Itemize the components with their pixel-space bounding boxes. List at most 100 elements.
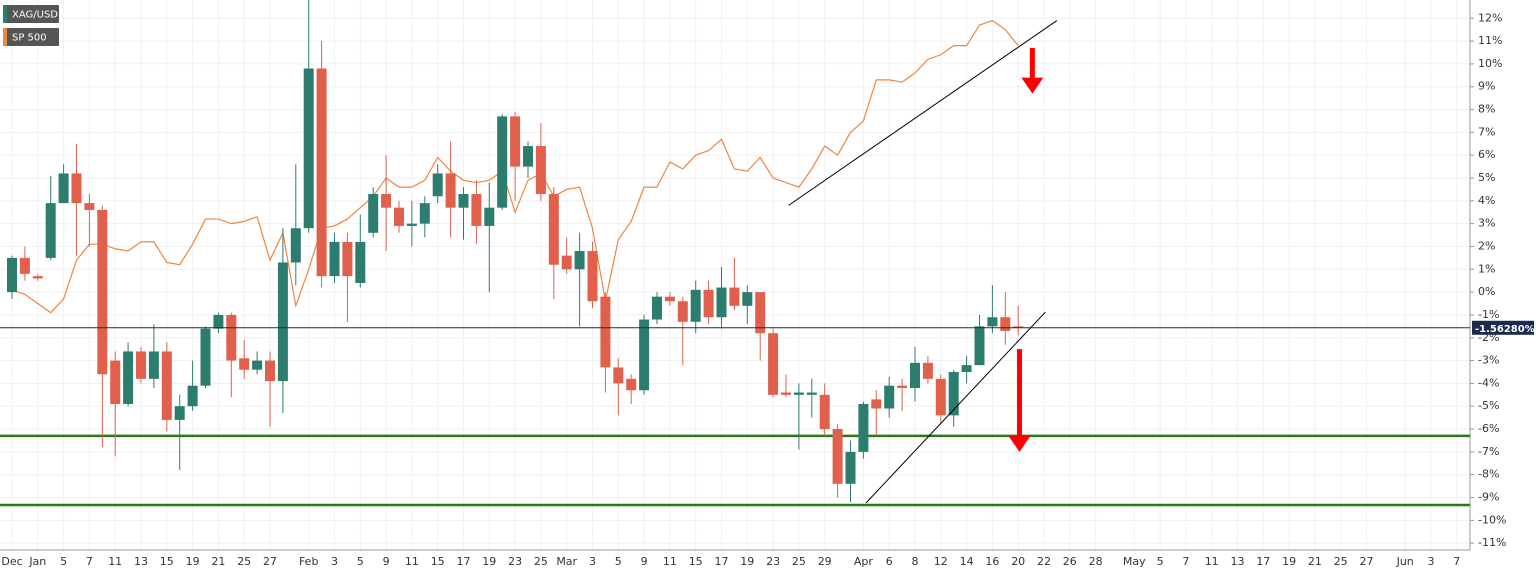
x-tick-label: 5 xyxy=(615,555,622,568)
y-tick-label: 6% xyxy=(1478,148,1495,161)
candle-body xyxy=(71,173,82,204)
candle-body xyxy=(626,378,637,391)
y-tick-label: 8% xyxy=(1478,103,1495,116)
y-tick-label: 2% xyxy=(1478,239,1495,252)
candle-body xyxy=(19,257,30,274)
y-tick-label: 4% xyxy=(1478,194,1495,207)
candle-body xyxy=(329,241,340,277)
x-tick-label: 15 xyxy=(689,555,703,568)
candle-body xyxy=(497,116,508,208)
legend-swatch xyxy=(3,28,7,46)
candle-body xyxy=(703,289,714,318)
x-tick-label: 15 xyxy=(160,555,174,568)
candle-body xyxy=(226,314,237,361)
x-tick-label: Jun xyxy=(1396,555,1414,568)
candle-body xyxy=(755,292,766,334)
candle-body xyxy=(110,360,121,404)
x-tick-label: 5 xyxy=(60,555,67,568)
candle-body xyxy=(832,429,843,484)
candle-body xyxy=(445,173,456,208)
candle-body xyxy=(303,68,314,229)
candle-body xyxy=(123,351,134,404)
candle-body xyxy=(858,403,869,452)
candle-body xyxy=(148,351,159,379)
x-tick-label: 15 xyxy=(431,555,445,568)
candle-body xyxy=(419,203,430,224)
arrow xyxy=(1021,47,1044,94)
y-tick-label: 7% xyxy=(1478,125,1495,138)
candle-body xyxy=(806,392,817,395)
x-tick-label: 9 xyxy=(383,555,390,568)
candle-body xyxy=(342,241,353,277)
x-tick-label: 20 xyxy=(1011,555,1025,568)
y-tick-label: -10% xyxy=(1478,513,1506,526)
x-tick-label: 3 xyxy=(331,555,338,568)
x-tick-label: 21 xyxy=(211,555,225,568)
candle-body xyxy=(781,392,791,395)
legend-label: XAG/USD xyxy=(12,10,58,21)
x-tick-label: 23 xyxy=(766,555,780,568)
candle-body xyxy=(316,68,327,277)
x-tick-label: 16 xyxy=(985,555,999,568)
candle-body xyxy=(1000,317,1011,331)
x-tick-label: 3 xyxy=(1428,555,1435,568)
candle-body xyxy=(136,351,146,379)
x-tick-label: 17 xyxy=(715,555,729,568)
x-tick-label: 3 xyxy=(589,555,596,568)
y-tick-label: 0% xyxy=(1478,285,1495,298)
x-tick-label: 25 xyxy=(237,555,251,568)
x-tick-label: 11 xyxy=(1205,555,1219,568)
candle-body xyxy=(948,371,959,416)
x-tick-label: 7 xyxy=(86,555,93,568)
candle-body xyxy=(884,385,895,409)
candle-body xyxy=(561,255,572,270)
candle-body xyxy=(290,228,301,263)
x-tick-label: 27 xyxy=(263,555,277,568)
legend-box xyxy=(3,5,59,23)
x-tick-label: 19 xyxy=(186,555,200,568)
candle-body xyxy=(368,193,379,233)
x-tick-label: 7 xyxy=(1453,555,1460,568)
x-tick-label: 25 xyxy=(792,555,806,568)
x-tick-label: 7 xyxy=(1182,555,1189,568)
candle-body xyxy=(200,328,211,386)
candle-body xyxy=(484,207,495,226)
candle-body xyxy=(406,223,417,226)
x-tick-label: 19 xyxy=(482,555,496,568)
candle-body xyxy=(935,378,946,416)
y-tick-label: 1% xyxy=(1478,262,1495,275)
y-tick-label: 5% xyxy=(1478,171,1495,184)
candle-body xyxy=(97,209,108,375)
x-tick-label: 19 xyxy=(740,555,754,568)
candle-body xyxy=(523,146,533,167)
x-tick-label: 21 xyxy=(1308,555,1322,568)
price-tag-label: -1.56280% xyxy=(1475,324,1535,335)
candle-body xyxy=(7,257,17,293)
candle-body xyxy=(664,296,675,302)
x-tick-label: Dec xyxy=(1,555,22,568)
candle-body xyxy=(690,289,701,322)
candle-body xyxy=(729,287,740,306)
y-tick-label: 12% xyxy=(1478,11,1502,24)
x-tick-label: 12 xyxy=(934,555,948,568)
candle-body xyxy=(768,333,779,395)
x-tick-label: 17 xyxy=(457,555,471,568)
x-tick-label: 5 xyxy=(357,555,364,568)
y-tick-label: 3% xyxy=(1478,217,1495,230)
candle-body xyxy=(84,203,95,210)
candle-body xyxy=(161,351,172,420)
candle-body xyxy=(432,173,443,197)
candle-body xyxy=(381,193,392,208)
x-tick-label: May xyxy=(1123,555,1146,568)
candle-body xyxy=(458,193,469,208)
x-tick-label: 23 xyxy=(508,555,522,568)
candle-body xyxy=(32,276,43,279)
candle-body xyxy=(819,394,830,430)
candle-body xyxy=(239,358,250,370)
candle-body xyxy=(277,262,288,382)
candle-body xyxy=(510,116,521,167)
x-tick-label: 11 xyxy=(663,555,677,568)
candle-body xyxy=(535,146,546,194)
x-tick-label: 11 xyxy=(108,555,122,568)
